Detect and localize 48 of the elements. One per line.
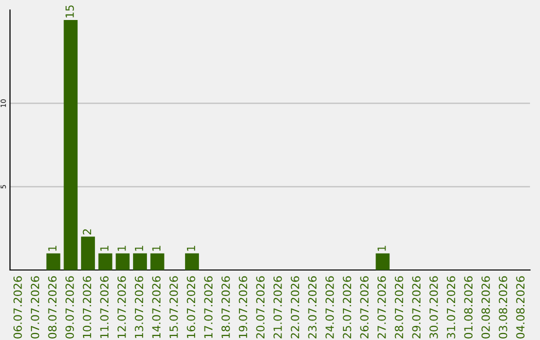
bar: [376, 253, 390, 270]
x-tick-label: 16.07.2026: [186, 276, 196, 338]
x-tick-label: 02.08.2026: [481, 276, 490, 338]
x-tick-label: 06.07.2026: [13, 276, 22, 338]
x-tick-label: 25.07.2026: [342, 276, 352, 338]
x-tick-label: 15.07.2026: [169, 276, 178, 338]
x-tick-label: 11.07.2026: [100, 276, 109, 338]
x-tick-label: 26.07.2026: [360, 276, 369, 338]
bar: [116, 253, 130, 270]
x-tick-label: 18.07.2026: [221, 276, 230, 338]
x-tick-label: 03.08.2026: [498, 276, 508, 338]
bar: [64, 20, 78, 270]
data-label: 1: [134, 246, 144, 251]
data-label: 2: [82, 229, 92, 234]
x-tick-label: 21.07.2026: [273, 276, 282, 338]
x-tick-label: 17.07.2026: [204, 276, 213, 338]
bar: [185, 253, 199, 270]
x-tick-label: 14.07.2026: [152, 276, 161, 338]
x-tick-label: 24.07.2026: [325, 276, 334, 338]
data-label: 1: [152, 246, 160, 251]
bar: [150, 253, 164, 270]
bar: [46, 253, 60, 270]
x-tick-label: 04.08.2026: [516, 276, 525, 338]
x-tick-label: 31.07.2026: [446, 276, 456, 338]
data-label: 1: [186, 246, 196, 251]
x-tick-label: 27.07.2026: [377, 276, 386, 338]
x-tick-label: 09.07.2026: [65, 276, 74, 338]
x-tick-label: 19.07.2026: [238, 276, 248, 338]
x-tick-label: 29.07.2026: [412, 276, 421, 338]
x-tick-label: 30.07.2026: [429, 276, 438, 338]
x-tick-label: 07.07.2026: [30, 276, 40, 338]
data-label: 15: [66, 5, 74, 18]
x-tick-label: 08.07.2026: [48, 276, 57, 338]
data-label: 1: [378, 246, 386, 251]
x-tick-label: 10.07.2026: [82, 276, 92, 338]
x-tick-label: 13.07.2026: [134, 276, 144, 338]
x-tick-label: 28.07.2026: [394, 276, 404, 338]
data-label: 1: [100, 246, 108, 251]
bar: [81, 236, 95, 270]
x-tick-label: 20.07.2026: [256, 276, 265, 338]
data-label: 1: [48, 246, 56, 251]
data-label: 1: [118, 246, 126, 251]
x-tick-label: 12.07.2026: [117, 276, 126, 338]
bar: [133, 253, 147, 270]
x-tick-label: 23.07.2026: [308, 276, 317, 338]
x-tick-label: 01.08.2026: [464, 276, 473, 338]
x-tick-label: 22.07.2026: [290, 276, 300, 338]
bar: [98, 253, 112, 270]
